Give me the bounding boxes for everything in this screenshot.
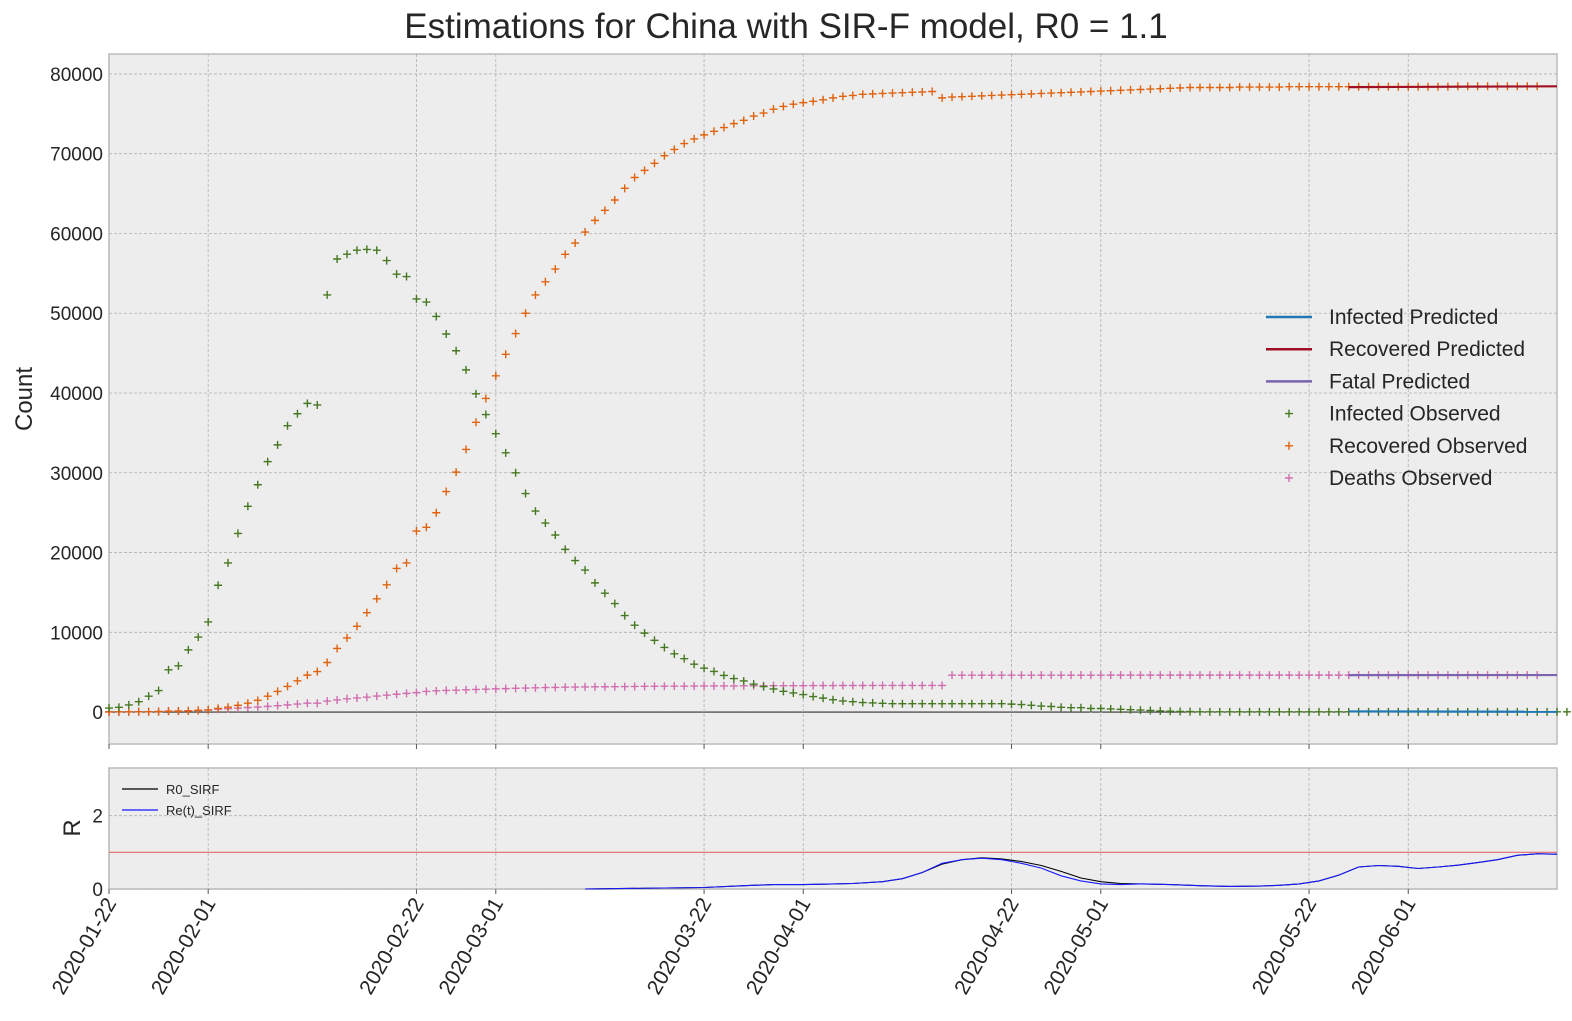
main-y-tick-label: 50000	[50, 304, 103, 325]
main-y-tick-label: 40000	[50, 384, 103, 405]
main-y-tick-label: 20000	[50, 544, 103, 565]
chart-title: Estimations for China with SIR-F model, …	[404, 7, 1168, 46]
r-y-axis-label: R	[59, 819, 86, 836]
legend-label: Fatal Predicted	[1329, 370, 1470, 393]
r-y-tick-label: 2	[92, 807, 103, 828]
main-y-tick-label: 60000	[50, 224, 103, 245]
recovered-predicted-line	[1349, 86, 1557, 87]
main-y-tick-label: 80000	[50, 65, 103, 86]
legend-label: Infected Observed	[1329, 403, 1501, 426]
main-y-tick-label: 30000	[50, 464, 103, 485]
main-y-ticks: 0 10000 20000 30000 40000 50000 60000 70000 8000…	[50, 65, 103, 724]
main-y-tick-label: 70000	[50, 145, 103, 166]
main-y-axis-label: Count	[11, 367, 38, 431]
legend-label: Infected Predicted	[1329, 306, 1498, 329]
legend-label: Recovered Predicted	[1329, 338, 1525, 361]
main-plot-area: 0 10000 20000 30000 40000 50000 60000 70000 8000…	[11, 54, 1571, 749]
main-y-tick-label: 10000	[50, 623, 103, 644]
r-legend-label: Re(t)_SIRF	[166, 803, 232, 818]
legend-label: Deaths Observed	[1329, 467, 1492, 490]
legend-label: Recovered Observed	[1329, 435, 1527, 458]
r-legend-label: R0_SIRF	[166, 782, 220, 797]
main-y-tick-label: 0	[92, 703, 103, 724]
